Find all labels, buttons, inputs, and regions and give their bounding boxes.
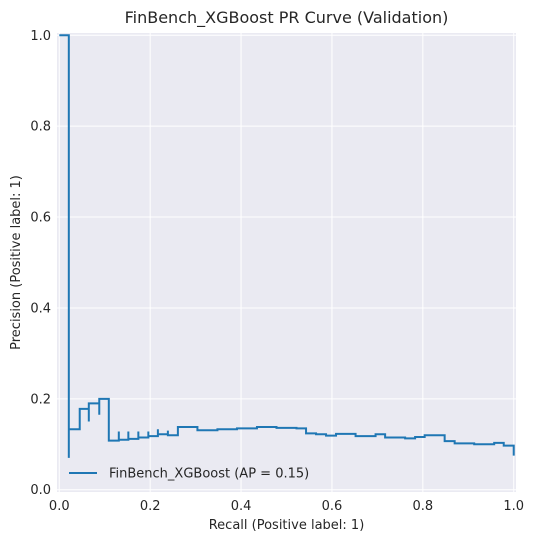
x-tick-label: 0.8 xyxy=(412,499,433,514)
x-tick-label: 0.2 xyxy=(140,499,161,514)
chart-title: FinBench_XGBoost PR Curve (Validation) xyxy=(125,8,449,28)
x-axis-ticks: 0.0 0.2 0.4 0.6 0.8 1.0 xyxy=(49,499,524,514)
legend-label: FinBench_XGBoost (AP = 0.15) xyxy=(109,467,309,482)
grid-lines xyxy=(57,33,516,492)
y-tick-label: 0.2 xyxy=(30,392,51,407)
y-tick-label: 0.6 xyxy=(30,211,51,226)
x-tick-label: 0.0 xyxy=(49,499,70,514)
y-axis-ticks: 0.0 0.2 0.4 0.6 0.8 1.0 xyxy=(30,29,51,498)
y-tick-label: 0.8 xyxy=(30,120,51,135)
x-tick-label: 0.4 xyxy=(231,499,252,514)
y-axis-label: Precision (Positive label: 1) xyxy=(9,175,24,350)
y-tick-label: 0.0 xyxy=(30,483,51,498)
legend: FinBench_XGBoost (AP = 0.15) xyxy=(69,467,309,482)
plot-area-background xyxy=(57,33,516,492)
x-tick-label: 0.6 xyxy=(322,499,343,514)
y-tick-label: 0.4 xyxy=(30,301,51,316)
x-tick-label: 1.0 xyxy=(503,499,524,514)
series-line xyxy=(59,34,515,458)
y-tick-label: 1.0 xyxy=(30,29,51,44)
series-layer xyxy=(59,34,515,458)
x-axis-label: Recall (Positive label: 1) xyxy=(209,518,365,533)
